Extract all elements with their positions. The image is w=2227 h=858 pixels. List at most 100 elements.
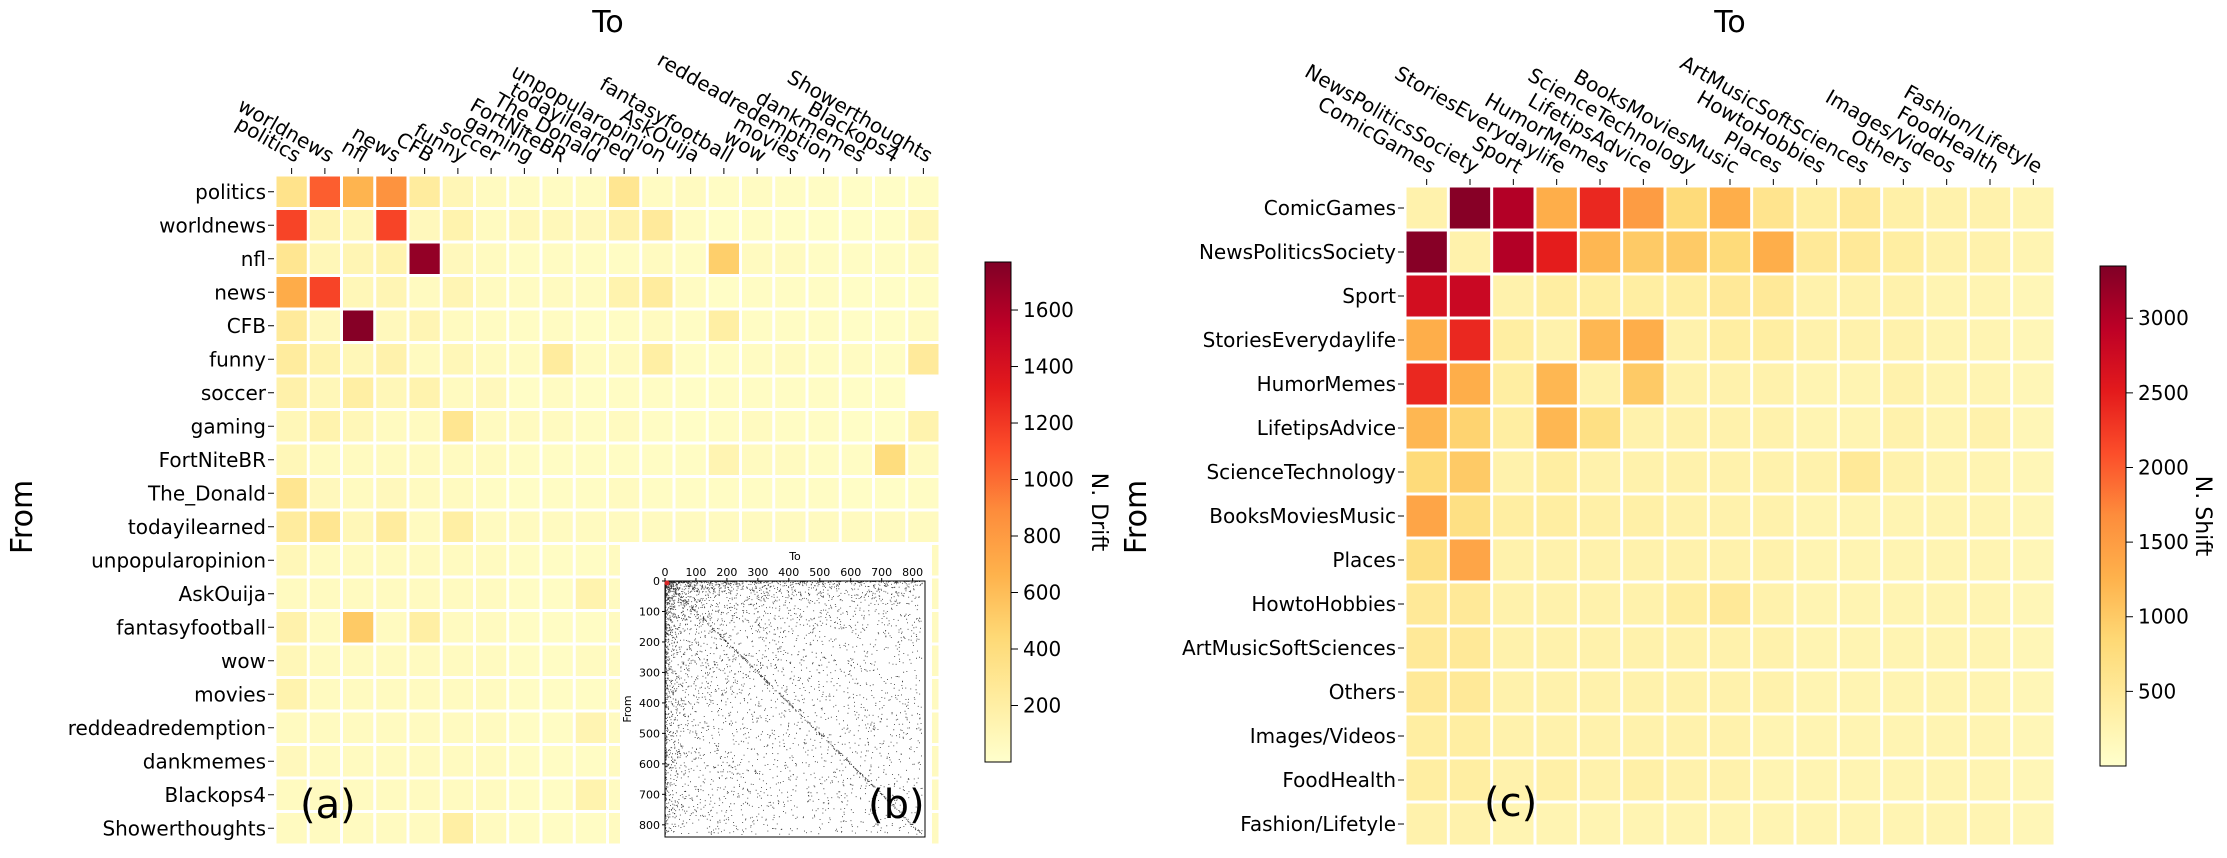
heatmap-cell bbox=[309, 746, 340, 777]
scatter-inset-panel: 0 100 200 300 400 500 600 700 800 0 100 200 300 400 50… bbox=[620, 544, 932, 850]
heatmap-cell bbox=[309, 243, 340, 274]
heatmap-cell bbox=[376, 746, 407, 777]
heatmap-cell bbox=[343, 511, 374, 542]
heatmap-cell bbox=[875, 277, 906, 308]
heatmap-cell bbox=[1796, 803, 1837, 845]
row-label: politics bbox=[195, 180, 266, 204]
heatmap-cell bbox=[343, 746, 374, 777]
row-label: The_Donald bbox=[147, 481, 266, 505]
heatmap-cell bbox=[509, 411, 540, 442]
heatmap-cell bbox=[276, 277, 307, 308]
colorbar-a: 200 400 600 800 1000 1200 1400 1600 N. Drift bbox=[984, 261, 1111, 763]
heatmap-cell bbox=[1449, 231, 1491, 273]
heatmap-cell bbox=[276, 746, 307, 777]
heatmap-cell bbox=[1666, 583, 1707, 625]
heatmap-cell bbox=[2013, 715, 2054, 757]
heatmap-cell bbox=[708, 210, 739, 241]
heatmap-cell bbox=[708, 478, 739, 509]
heatmap-cell bbox=[708, 411, 739, 442]
heatmap-cell bbox=[675, 444, 706, 475]
heatmap-cell bbox=[642, 176, 673, 207]
heatmap-cell bbox=[509, 612, 540, 643]
heatmap-cell bbox=[841, 478, 872, 509]
heatmap-cell bbox=[1406, 187, 1447, 229]
heatmap-cell bbox=[1536, 319, 1577, 361]
heatmap-cell bbox=[642, 511, 673, 542]
heatmap-cell bbox=[1796, 319, 1837, 361]
heatmap-cell bbox=[1666, 627, 1707, 669]
heatmap-cell bbox=[509, 645, 540, 676]
heatmap-cell bbox=[1579, 451, 1621, 493]
heatmap-cell bbox=[1839, 583, 1881, 625]
colorbar-tick-label: 1000 bbox=[2138, 605, 2189, 629]
heatmap-cell bbox=[575, 411, 606, 442]
heatmap-cell bbox=[2013, 187, 2054, 229]
row-label: fantasyfootball bbox=[116, 615, 266, 639]
heatmap-cell bbox=[742, 444, 773, 475]
heatmap-cell bbox=[675, 511, 706, 542]
heatmap-cell bbox=[343, 779, 374, 810]
heatmap-cell bbox=[376, 444, 407, 475]
heatmap-cell bbox=[509, 478, 540, 509]
heatmap-cell bbox=[742, 176, 773, 207]
heatmap-cell bbox=[1796, 187, 1837, 229]
heatmap-cell bbox=[1406, 451, 1447, 493]
heatmap-cell bbox=[1969, 275, 2011, 317]
row-label: wow bbox=[221, 649, 266, 673]
heatmap-cell bbox=[1753, 451, 1794, 493]
heatmap-cell bbox=[542, 377, 573, 408]
heatmap-cell bbox=[409, 444, 440, 475]
heatmap-cell bbox=[609, 444, 640, 475]
heatmap-cell bbox=[609, 310, 640, 341]
heatmap-cell bbox=[1753, 275, 1794, 317]
colorbar-tick-label: 200 bbox=[1023, 694, 1061, 718]
heatmap-cell bbox=[476, 411, 507, 442]
heatmap-cell bbox=[276, 444, 307, 475]
heatmap-cell bbox=[1579, 627, 1621, 669]
heatmap-cell bbox=[1969, 187, 2011, 229]
heatmap-cell bbox=[276, 478, 307, 509]
heatmap-cell bbox=[1709, 803, 1751, 845]
inset-x-tick-label: 0 bbox=[662, 566, 669, 579]
heatmap-cell bbox=[1926, 539, 1967, 581]
heatmap-cell bbox=[875, 344, 906, 375]
heatmap-cell bbox=[708, 377, 739, 408]
heatmap-cell bbox=[1666, 407, 1707, 449]
heatmap-cell bbox=[1839, 363, 1881, 405]
heatmap-cell bbox=[675, 277, 706, 308]
colorbar-tick-label: 400 bbox=[1023, 637, 1061, 661]
heatmap-cell bbox=[376, 712, 407, 743]
heatmap-cell bbox=[908, 176, 939, 207]
heatmap-cell bbox=[376, 679, 407, 710]
heatmap-cell bbox=[309, 210, 340, 241]
heatmap-cell bbox=[775, 377, 806, 408]
heatmap-cell bbox=[609, 176, 640, 207]
heatmap-cell bbox=[642, 478, 673, 509]
heatmap-cell bbox=[343, 377, 374, 408]
heatmap-cell bbox=[1536, 275, 1577, 317]
heatmap-cell bbox=[1493, 319, 1534, 361]
heatmap-cell bbox=[1623, 407, 1664, 449]
heatmap-cell bbox=[409, 478, 440, 509]
heatmap-cell bbox=[1623, 539, 1664, 581]
heatmap-cell bbox=[642, 243, 673, 274]
row-label: reddeadredemption bbox=[68, 716, 266, 740]
heatmap-cell bbox=[1883, 539, 1924, 581]
heatmap-cell bbox=[509, 511, 540, 542]
inset-y-tick-label: 200 bbox=[639, 636, 660, 649]
heatmap-cell bbox=[476, 545, 507, 576]
heatmap-cell bbox=[1839, 495, 1881, 537]
heatmap-cell bbox=[1753, 627, 1794, 669]
heatmap-cell bbox=[1926, 715, 1967, 757]
heatmap-cell bbox=[376, 210, 407, 241]
heatmap-cell bbox=[442, 746, 473, 777]
heatmap-cell bbox=[376, 344, 407, 375]
heatmap-cell bbox=[409, 176, 440, 207]
heatmap-cell bbox=[2013, 583, 2054, 625]
heatmap-cell bbox=[1753, 187, 1794, 229]
heatmap-cell bbox=[1536, 715, 1577, 757]
heatmap-cell bbox=[276, 545, 307, 576]
heatmap-cell bbox=[343, 210, 374, 241]
heatmap-cell bbox=[309, 712, 340, 743]
heatmap-cell bbox=[1623, 583, 1664, 625]
